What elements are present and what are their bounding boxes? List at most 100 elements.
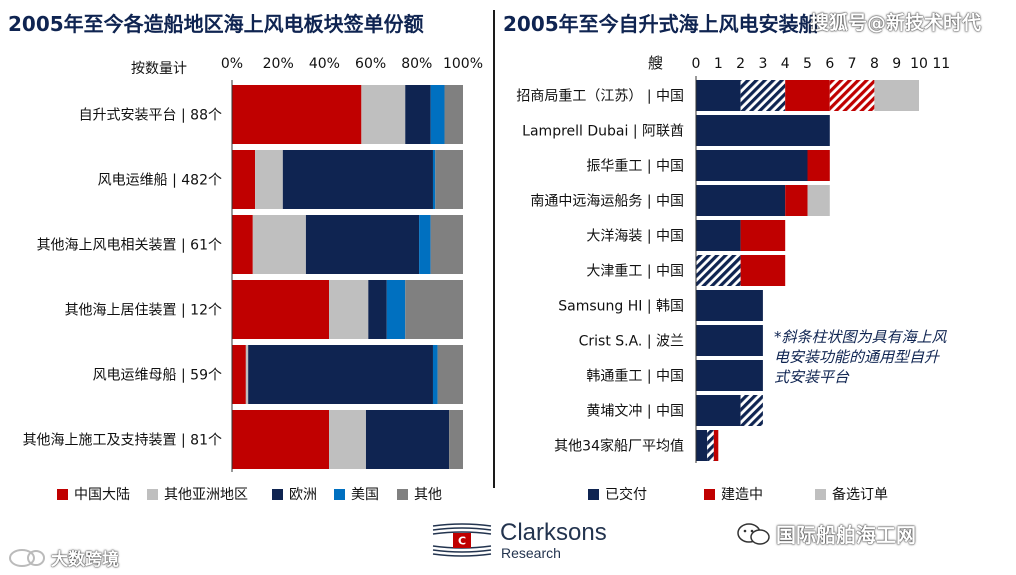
bar-segment [430, 215, 463, 274]
bar-segment [874, 80, 919, 111]
legend-label: 其他亚洲地区 [164, 487, 248, 503]
bar-segment [707, 430, 714, 461]
category-label: 黄埔文冲 | 中国 [586, 403, 684, 420]
bar-segment [696, 430, 708, 461]
legend-label: 美国 [351, 487, 379, 503]
bar-segment [430, 85, 445, 144]
x-tick-label: 10 [910, 56, 928, 72]
europe-swatch [272, 488, 283, 500]
bar-segment [245, 345, 249, 404]
construction-swatch [704, 488, 715, 500]
category-label: 其他海上风电相关装置 | 61个 [37, 238, 222, 254]
bar-segment [696, 185, 786, 216]
option-swatch [815, 488, 826, 500]
category-label: 韩通重工 | 中国 [586, 369, 684, 385]
watermark-bottom-left: 大数跨境 [8, 545, 119, 570]
category-label: 南通中远海运船务 | 中国 [530, 194, 684, 210]
bar-segment [405, 280, 463, 339]
category-label: 风电运维母船 | 59个 [93, 368, 222, 384]
panel-divider [493, 10, 495, 488]
x-tick-label: 100% [443, 56, 483, 72]
bar-segment [432, 345, 438, 404]
left-legend-china: 中国大陆 [57, 484, 130, 504]
bar-segment [282, 150, 433, 209]
bar-segment [449, 410, 463, 469]
wechat-icon [737, 522, 770, 545]
bar-segment [361, 85, 406, 144]
bar-segment [432, 150, 436, 209]
bar-segment [232, 215, 253, 274]
bar-segment [807, 185, 830, 216]
bar-segment [232, 85, 362, 144]
x-tick-label: 60% [355, 56, 386, 72]
category-label: 振华重工 | 中国 [586, 159, 684, 175]
category-label: 其他海上施工及支持装置 | 81个 [23, 433, 222, 449]
category-label: 其他海上居住装置 | 12个 [65, 303, 222, 319]
bar-segment [696, 325, 763, 356]
svg-text:C: C [458, 535, 466, 548]
x-tick-label: 80% [401, 56, 432, 72]
bar-segment [232, 345, 246, 404]
right-legend-delivered: 已交付 [588, 484, 647, 504]
left-legend-other: 其他 [397, 484, 442, 504]
bar-segment [785, 80, 830, 111]
bar-segment [365, 410, 450, 469]
legend-label: 备选订单 [832, 487, 888, 503]
x-tick-label: 2 [736, 56, 745, 72]
bar-segment [255, 150, 283, 209]
left-legend-asia: 其他亚洲地区 [147, 484, 248, 504]
watermark-top-right: 搜狐号@新技术时代 [810, 12, 982, 34]
watermark-bottom-left-text: 大数跨境 [51, 550, 119, 570]
x-tick-label: 0% [221, 56, 243, 72]
left-axis-caption: 按数量计 [131, 61, 187, 77]
x-tick-label: 3 [758, 56, 767, 72]
bar-segment [696, 80, 741, 111]
bar-segment [232, 410, 330, 469]
bar-segment [696, 360, 763, 391]
bar-segment [232, 150, 256, 209]
bar-segment [437, 345, 463, 404]
bar-segment [740, 255, 786, 286]
bar-segment [386, 280, 406, 339]
bar-segment [740, 220, 786, 251]
bar-segment [696, 150, 808, 181]
category-label: 自升式安装平台 | 88个 [79, 108, 222, 124]
legend-label: 建造中 [721, 487, 763, 503]
right-legend-option: 备选订单 [815, 484, 888, 504]
bar-segment [696, 395, 741, 426]
right-legend-construction: 建造中 [704, 484, 763, 504]
bar-segment [252, 215, 306, 274]
bar-segment [740, 80, 786, 111]
left-chart-title: 2005年至今各造船地区海上风电板块签单份额 [8, 12, 424, 36]
bar-segment [405, 85, 431, 144]
watermark-bottom-right-text: 国际船舶海工网 [776, 523, 916, 547]
category-label: Crist S.A. | 波兰 [579, 334, 684, 350]
right-stacked-bar-chart: 0 1 2 3 4 5 6 7 8 9 10 11 招商局重工（江苏） | 中国 Lamprell Dub… [516, 56, 950, 463]
bar-segment [329, 410, 366, 469]
bar-segment [248, 345, 433, 404]
category-label: 大津重工 | 中国 [586, 264, 684, 280]
legend-label: 已交付 [605, 487, 647, 503]
bar-segment [696, 220, 741, 251]
x-tick-label: 6 [825, 56, 834, 72]
bar-segment [329, 280, 369, 339]
delivered-swatch [588, 488, 599, 500]
category-label: Lamprell Dubai | 阿联酋 [522, 123, 684, 140]
category-label: Samsung HI | 韩国 [558, 299, 684, 315]
bar-segment [419, 215, 431, 274]
left-legend-europe: 欧洲 [272, 484, 317, 504]
other-swatch [397, 488, 408, 500]
asia-swatch [147, 488, 158, 500]
china-swatch [57, 488, 68, 500]
x-tick-label: 9 [892, 56, 901, 72]
bar-segment [785, 185, 808, 216]
bar-segment [696, 255, 741, 286]
x-tick-label: 7 [848, 56, 857, 72]
right-chart-title: 2005年至今自升式海上风电安装船 [503, 12, 819, 36]
bar-segment [305, 215, 420, 274]
bar-segment [740, 395, 763, 426]
category-label: 招商局重工（江苏） | 中国 [516, 89, 684, 105]
left-legend-usa: 美国 [334, 484, 379, 504]
category-label: 大洋海装 | 中国 [586, 229, 684, 245]
